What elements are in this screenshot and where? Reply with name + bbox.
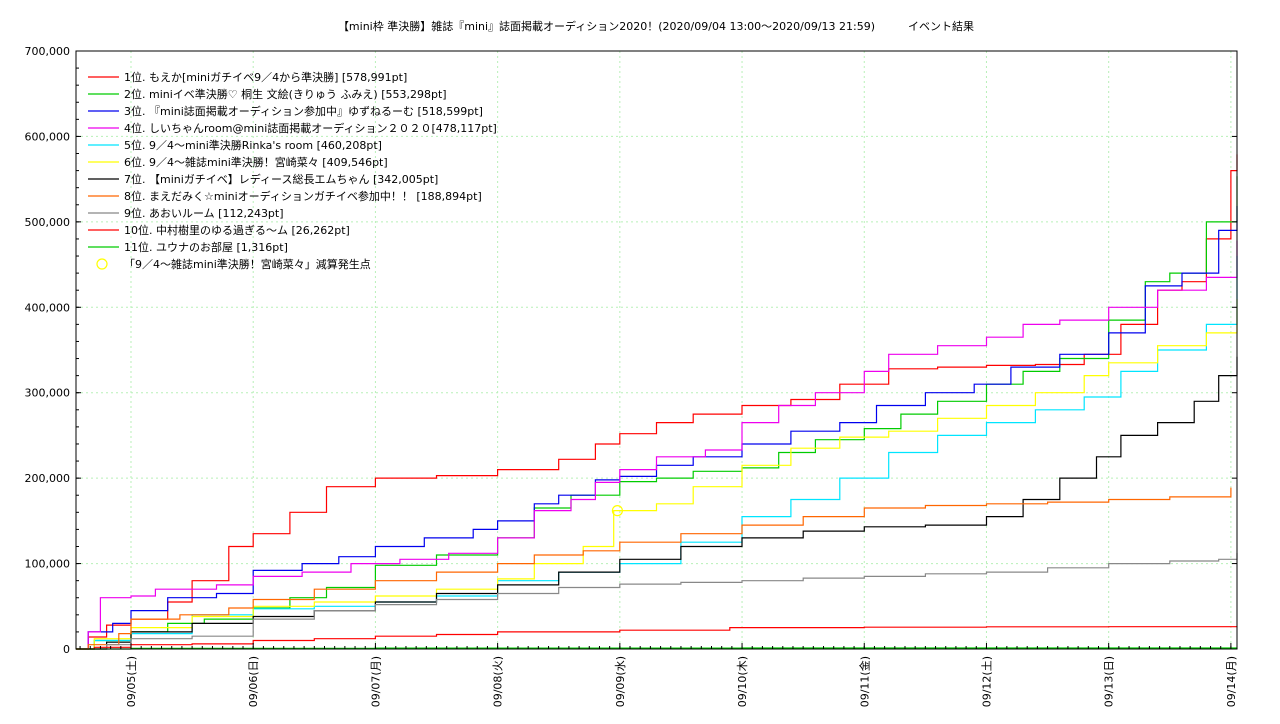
y-tick-label: 600,000 [25, 130, 71, 143]
y-tick-label: 0 [63, 643, 70, 656]
legend-label: 11位. ユウナのお部屋 [1,316pt] [124, 240, 288, 254]
x-tick-label: 09/14(月) [1225, 656, 1238, 707]
y-tick-label: 200,000 [25, 472, 71, 485]
x-tick-label: 09/06(日) [247, 656, 260, 707]
y-tick-label: 500,000 [25, 216, 71, 229]
legend-label: 3位. 『mini誌面掲載オーディション参加中』ゆずねるーむ [518,599p… [124, 104, 483, 118]
annotation-marker [611, 505, 623, 517]
x-tick-label: 09/11(金) [857, 656, 871, 707]
y-tick-label: 300,000 [25, 387, 71, 400]
legend-label: 「9／4～雑誌mini準決勝！宮崎菜々」減算発生点 [124, 257, 371, 271]
series-line-6 [76, 299, 1238, 650]
annotation-markers [611, 505, 623, 517]
series-line-10 [76, 626, 1238, 650]
legend-label: 9位. あおいルーム [112,243pt] [124, 206, 284, 220]
y-tick-label: 700,000 [25, 45, 71, 58]
x-tick-label: 09/05(土) [125, 656, 138, 707]
x-tick-label: 09/13(日) [1103, 656, 1116, 707]
axes: 0 100,000 200,000 300,000 400,000 500,000 600,… [25, 45, 1238, 707]
legend-label: 10位. 中村樹里のゆる過ぎる～ム [26,262pt] [124, 223, 350, 237]
series-line-7 [76, 356, 1238, 650]
series-line-1 [76, 154, 1238, 650]
x-tick-label: 09/10(木) [736, 656, 749, 707]
chart-title: 【mini枠 準決勝】雑誌『mini』誌面掲載オーディション2020！(2020… [338, 19, 974, 33]
series-line-4 [76, 240, 1238, 650]
legend: 1位. もえか[miniガチイベ9／4から準決勝] [578,991pt] 2位.… [88, 70, 497, 271]
legend-label: 2位. miniイベ準決勝♡ 桐生 文絵(きりゅう ふみえ) [553,298p… [124, 87, 447, 101]
legend-label: 1位. もえか[miniガチイベ9／4から準決勝] [578,991pt] [124, 70, 407, 84]
x-tick-label: 09/09(水) [614, 656, 627, 707]
x-tick-label: 09/12(土) [980, 656, 993, 707]
series-line-5 [76, 255, 1238, 650]
legend-label: 7位. 【miniガチイベ】レディース総長エムちゃん [342,005pt] [124, 172, 438, 186]
x-tick-label: 09/07(月) [369, 656, 382, 707]
legend-label: 8位. まえだみく☆miniオーディションガチイベ参加中！！ [188,894p… [124, 189, 482, 203]
series-line-8 [76, 487, 1232, 650]
y-tick-label: 100,000 [25, 558, 71, 571]
legend-label: 6位. 9／4～雑誌mini準決勝！宮崎菜々 [409,546pt] [124, 155, 388, 169]
legend-label: 4位. しいちゃんroom@mini誌面掲載オーディション２０２０[478,11… [124, 121, 497, 135]
legend-label: 5位. 9／4～mini準決勝Rinka's room [460,208pt] [124, 138, 382, 152]
x-tick-label: 09/08(火) [492, 656, 505, 707]
legend-marker-icon [96, 258, 108, 270]
series-line-9 [76, 553, 1238, 650]
plot-frame [75, 50, 1238, 650]
y-tick-label: 400,000 [25, 301, 71, 314]
